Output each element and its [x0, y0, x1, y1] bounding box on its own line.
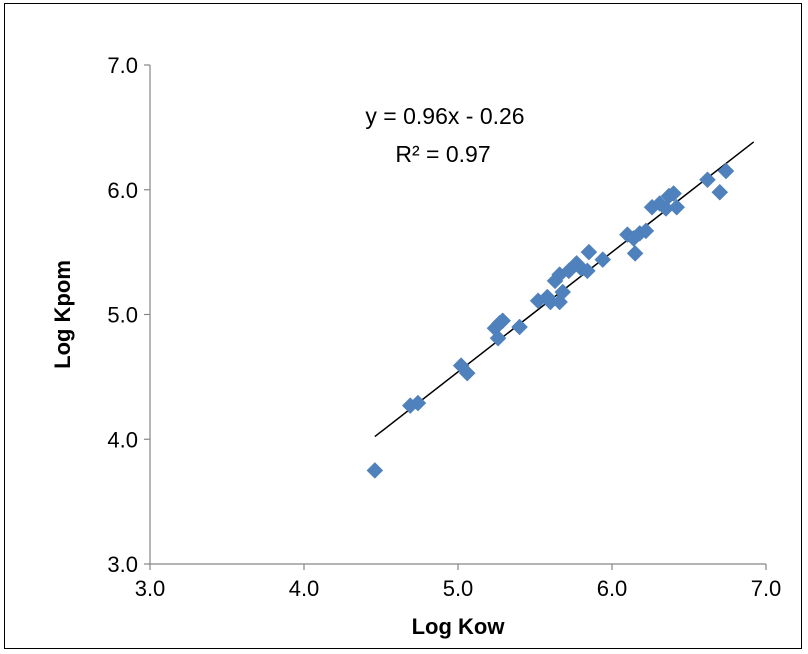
r-squared-annotation: R² = 0.97 [395, 141, 490, 167]
y-tick-label: 7.0 [107, 53, 138, 78]
data-point [366, 462, 384, 479]
x-ticks-group: 3.0 4.0 5.0 6.0 7.0 [135, 564, 782, 601]
data-point [665, 185, 682, 202]
data-point [554, 283, 572, 301]
data-point [626, 245, 644, 262]
data-point [711, 183, 729, 201]
data-point [717, 162, 735, 180]
y-tick-label: 4.0 [107, 427, 138, 452]
y-axis-title: Log Kpom [50, 260, 75, 369]
y-tick-label: 3.0 [107, 552, 138, 577]
x-tick-label: 6.0 [597, 576, 628, 601]
axes-layer [149, 65, 766, 565]
data-point [699, 171, 716, 189]
data-point [594, 251, 612, 268]
data-point [637, 222, 655, 240]
data-point [668, 198, 686, 216]
data-points-group [366, 162, 735, 479]
data-point [580, 243, 598, 261]
x-tick-label: 5.0 [443, 576, 474, 601]
x-tick-label: 4.0 [289, 576, 320, 601]
y-tick-label: 5.0 [107, 303, 138, 328]
x-tick-label: 3.0 [135, 576, 166, 601]
x-axis-title: Log Kow [412, 614, 506, 639]
y-ticks-group: 3.0 4.0 5.0 6.0 7.0 [107, 53, 150, 577]
data-point [458, 364, 476, 382]
data-point [494, 312, 512, 330]
data-point [489, 329, 507, 347]
data-point [511, 318, 528, 336]
equation-annotation: y = 0.96x - 0.26 [365, 103, 524, 129]
y-tick-label: 6.0 [107, 178, 138, 203]
data-point [409, 394, 427, 412]
x-tick-label: 7.0 [751, 576, 782, 601]
data-point [579, 262, 596, 280]
chart-area [4, 3, 802, 649]
